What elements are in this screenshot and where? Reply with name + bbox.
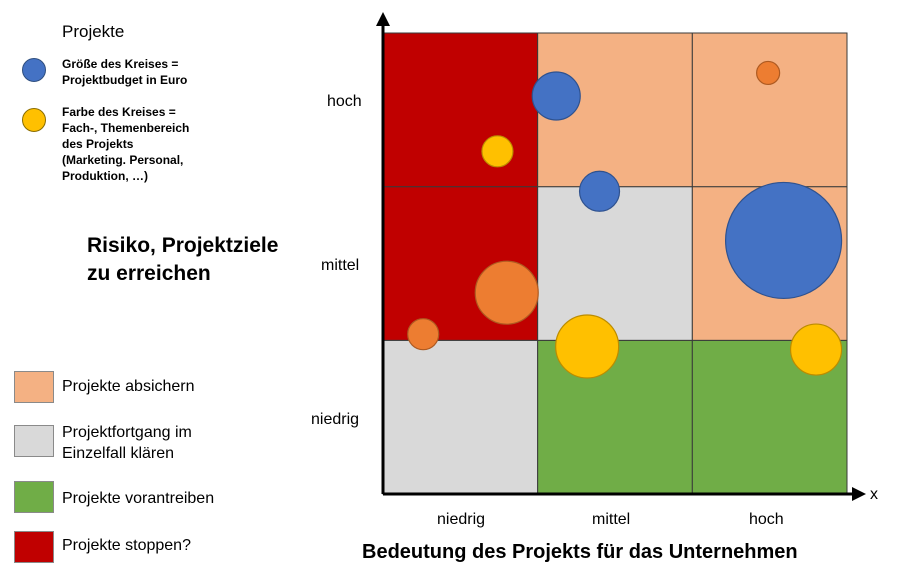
y-axis-title: Risiko, Projektziele zu erreichen xyxy=(87,234,279,285)
legend-label-absichern: Projekte absichern xyxy=(62,378,195,395)
legend-title: Projekte xyxy=(62,22,125,41)
matrix-cell-8 xyxy=(691,32,848,188)
legend-swatch-absichern xyxy=(14,371,54,403)
x-tick-mittel: mittel xyxy=(592,511,631,528)
legend-label-einzelfall: Projektfortgang im Einzelfall klären xyxy=(62,424,192,462)
budget-circle-icon xyxy=(22,58,46,82)
x-tick-hoch: hoch xyxy=(749,511,784,528)
project-bubble-4 xyxy=(724,181,843,300)
y-tick-mittel: mittel xyxy=(321,257,360,274)
x-axis-letter: x xyxy=(870,486,878,503)
x-tick-niedrig: niedrig xyxy=(437,511,486,528)
y-tick-niedrig: niedrig xyxy=(311,411,360,428)
legend-swatch-stoppen xyxy=(14,531,54,563)
y-axis-arrow xyxy=(376,12,390,26)
project-bubble-2 xyxy=(481,135,514,168)
project-bubble-3 xyxy=(578,170,621,212)
topic-note: Farbe des Kreises = Fach-, Themenbereich… xyxy=(62,105,190,183)
legend-label-vorantreiben: Projekte vorantreiben xyxy=(62,490,215,507)
y-tick-hoch: hoch xyxy=(327,93,362,110)
legend-swatch-einzelfall xyxy=(14,425,54,457)
x-axis-arrow xyxy=(852,487,866,501)
legend-swatch-vorantreiben xyxy=(14,481,54,513)
topic-circle-icon xyxy=(22,108,46,132)
matrix-cell-6 xyxy=(382,32,539,188)
project-bubble-8 xyxy=(789,323,843,376)
project-bubble-7 xyxy=(555,314,620,379)
project-bubble-6 xyxy=(407,318,440,351)
matrix-cell-0 xyxy=(382,339,539,495)
matrix-cell-4 xyxy=(537,186,693,341)
legend-label-stoppen: Projekte stoppen? xyxy=(62,537,191,554)
project-bubble-5 xyxy=(474,260,539,325)
project-bubble-1 xyxy=(756,60,781,86)
budget-note: Größe des Kreises = Projektbudget in Eur… xyxy=(62,57,188,87)
x-axis-title: Bedeutung des Projekts für das Unternehm… xyxy=(362,541,798,563)
project-bubble-0 xyxy=(531,71,581,121)
